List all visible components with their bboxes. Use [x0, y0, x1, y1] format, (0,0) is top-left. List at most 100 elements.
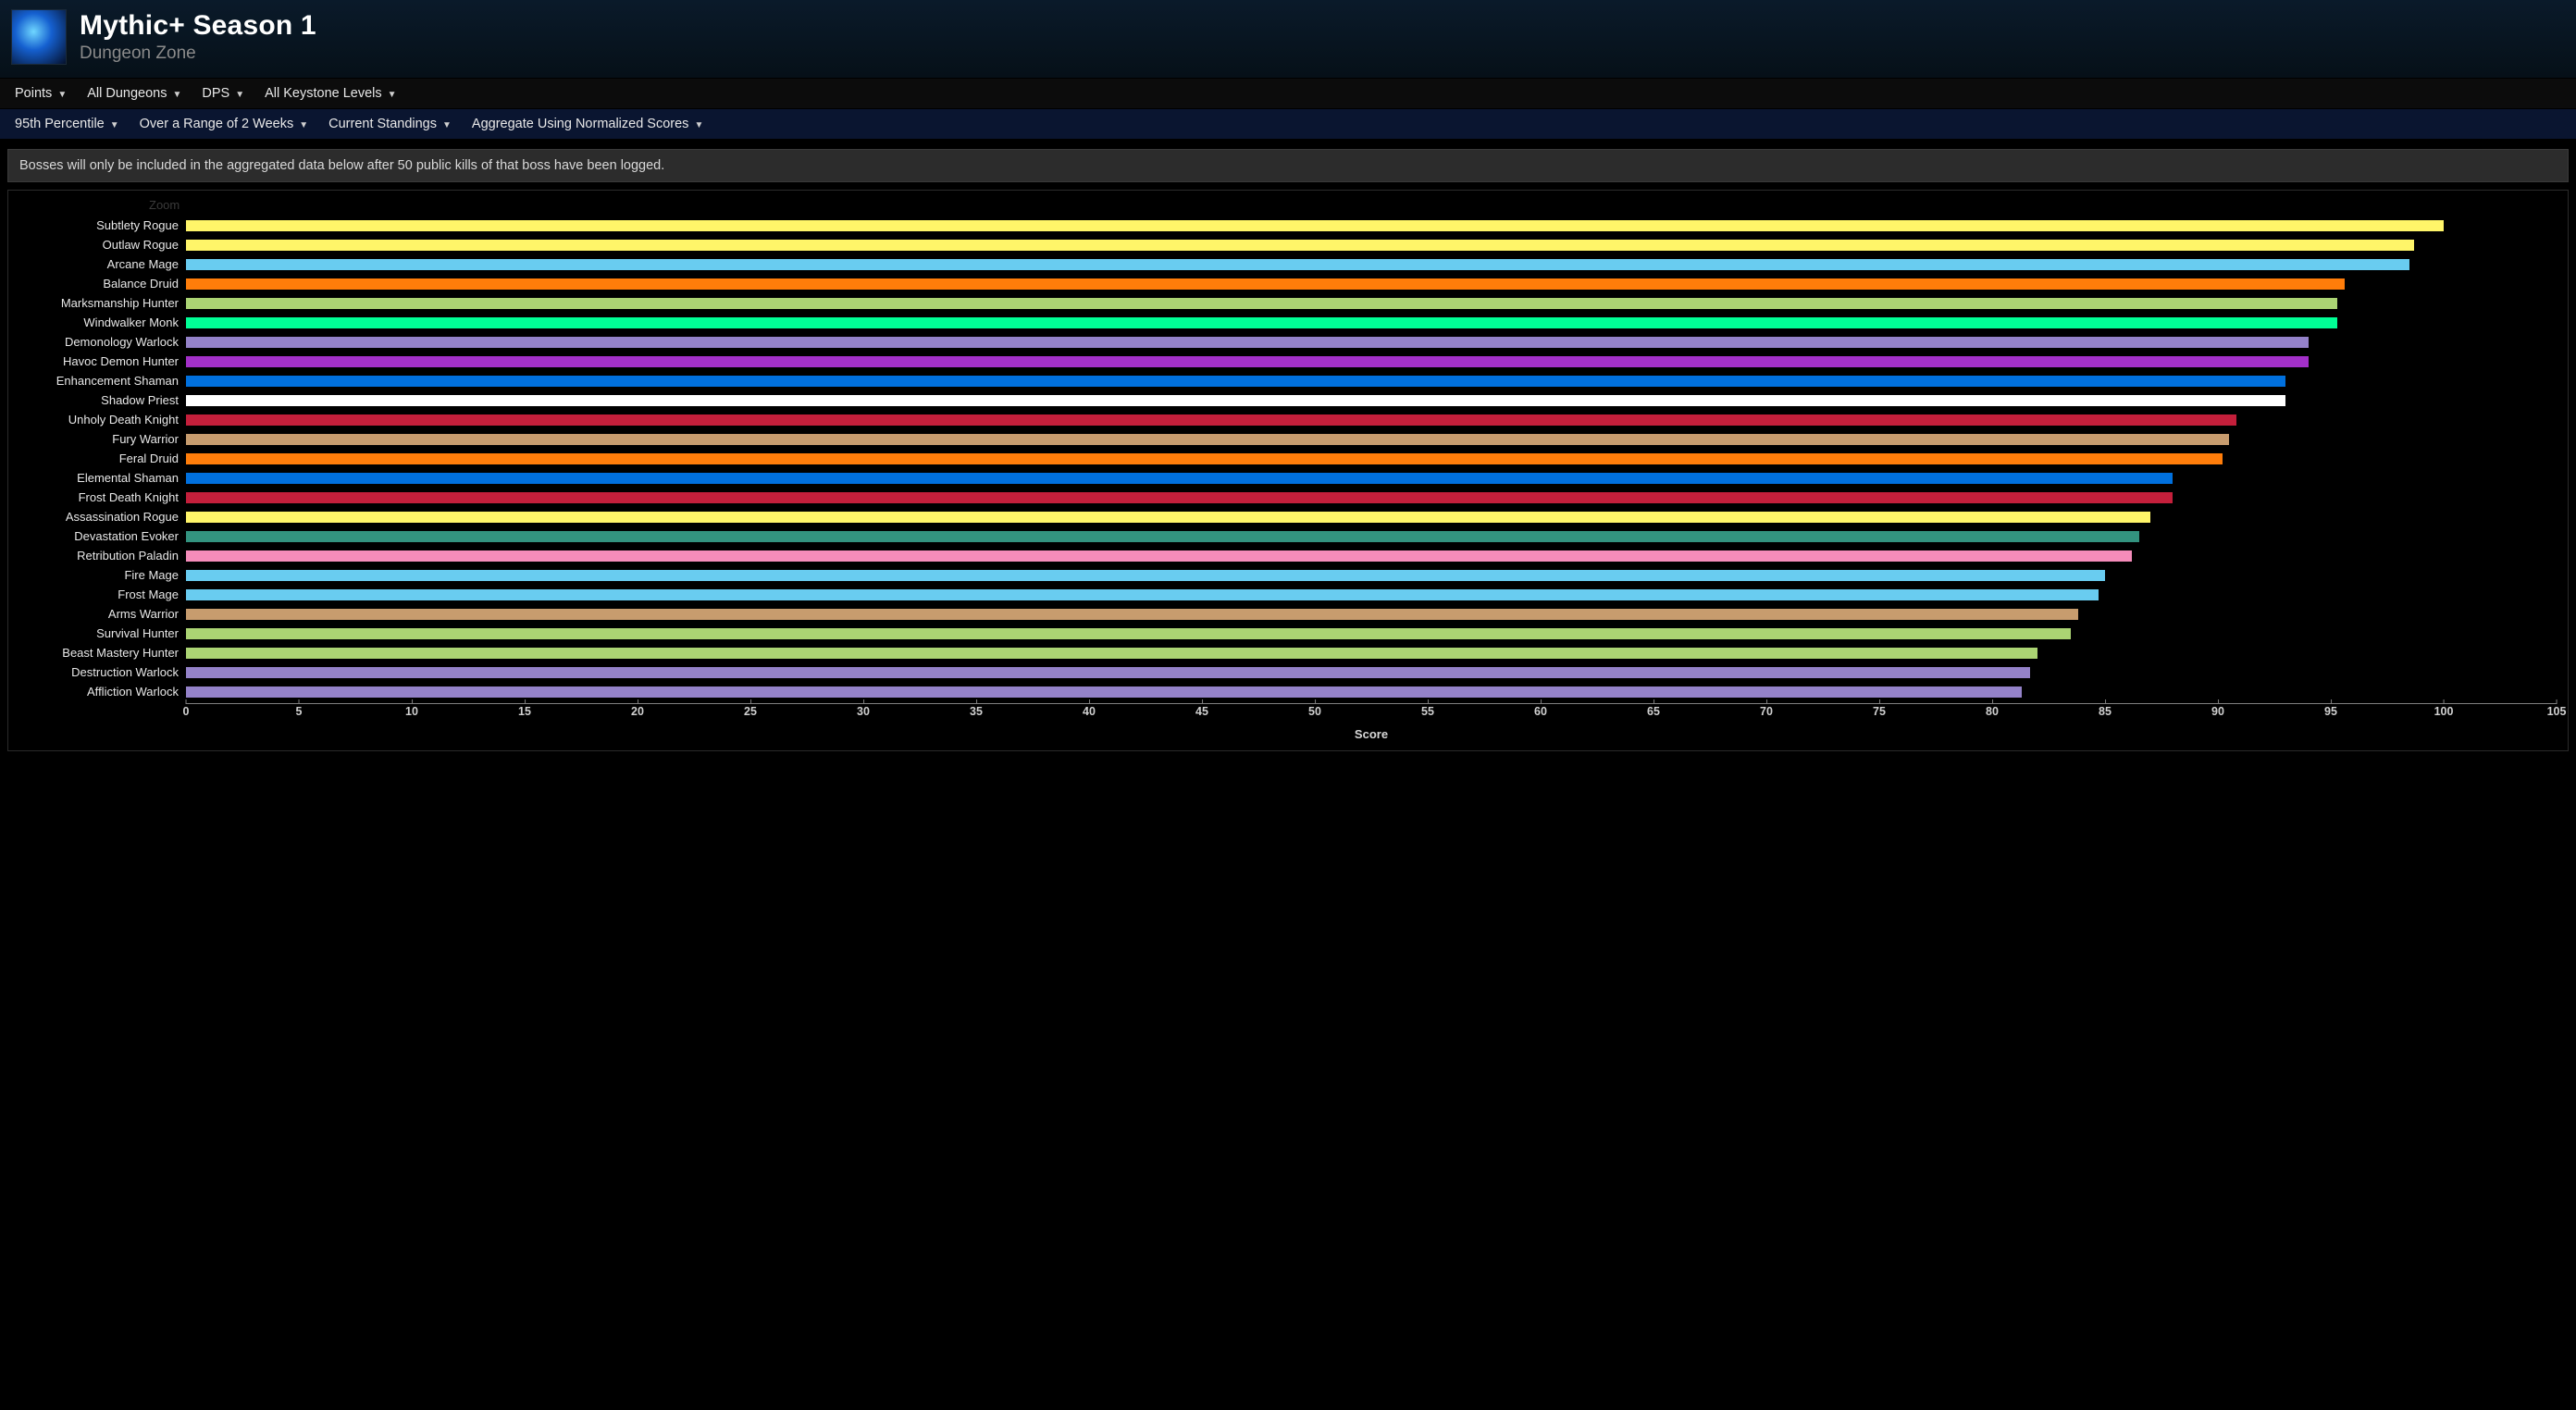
x-axis: 0510152025303540455055606570758085909510…: [186, 705, 2557, 725]
bar[interactable]: [186, 414, 2236, 426]
bar-row: [186, 507, 2557, 526]
x-tick: 95: [2324, 705, 2337, 718]
x-tick: 100: [2434, 705, 2454, 718]
y-axis-label: Survival Hunter: [19, 624, 186, 643]
chevron-down-icon: ▼: [110, 120, 119, 130]
x-tick: 55: [1421, 705, 1434, 718]
notice-banner: Bosses will only be included in the aggr…: [7, 149, 2569, 182]
bar[interactable]: [186, 628, 2071, 639]
filter-label: Current Standings: [328, 117, 437, 131]
bar-row: [186, 643, 2557, 662]
x-tick: 65: [1647, 705, 1660, 718]
bar-row: [186, 682, 2557, 701]
bar[interactable]: [186, 298, 2337, 309]
y-axis-label: Arms Warrior: [19, 604, 186, 624]
y-axis-label: Shadow Priest: [19, 390, 186, 410]
y-axis-label: Elemental Shaman: [19, 468, 186, 488]
page-header: Mythic+ Season 1 Dungeon Zone: [0, 0, 2576, 79]
x-tick: 90: [2211, 705, 2224, 718]
bar[interactable]: [186, 473, 2173, 484]
bar[interactable]: [186, 240, 2414, 251]
chart-panel: Zoom Subtlety RogueOutlaw RogueArcane Ma…: [7, 190, 2569, 751]
bars-container: [186, 216, 2557, 701]
bar-row: [186, 254, 2557, 274]
filter-keystone[interactable]: All Keystone Levels ▼: [265, 86, 396, 101]
filter-label: 95th Percentile: [15, 117, 105, 131]
bar[interactable]: [186, 356, 2309, 367]
bar[interactable]: [186, 648, 2037, 659]
y-axis-label: Havoc Demon Hunter: [19, 352, 186, 371]
y-axis-label: Beast Mastery Hunter: [19, 643, 186, 662]
filter-points[interactable]: Points ▼: [15, 86, 67, 101]
bar[interactable]: [186, 317, 2337, 328]
bar-row: [186, 216, 2557, 235]
y-axis-label: Balance Druid: [19, 274, 186, 293]
y-axis-label: Enhancement Shaman: [19, 371, 186, 390]
y-axis-label: Devastation Evoker: [19, 526, 186, 546]
chevron-down-icon: ▼: [388, 90, 397, 100]
bar[interactable]: [186, 570, 2105, 581]
y-axis-label: Retribution Paladin: [19, 546, 186, 565]
bar-row: [186, 488, 2557, 507]
bar[interactable]: [186, 531, 2139, 542]
page: Mythic+ Season 1 Dungeon Zone Points ▼ A…: [0, 0, 2576, 1410]
x-tick: 85: [2099, 705, 2112, 718]
bar[interactable]: [186, 337, 2309, 348]
bar[interactable]: [186, 686, 2022, 698]
y-axis-label: Fire Mage: [19, 565, 186, 585]
plot-area: 0510152025303540455055606570758085909510…: [186, 216, 2557, 741]
y-axis-label: Subtlety Rogue: [19, 216, 186, 235]
bar[interactable]: [186, 550, 2132, 562]
header-text: Mythic+ Season 1 Dungeon Zone: [80, 10, 316, 64]
bar[interactable]: [186, 395, 2285, 406]
filter-label: DPS: [202, 86, 229, 101]
chevron-down-icon: ▼: [299, 120, 308, 130]
bar[interactable]: [186, 434, 2229, 445]
filter-bar-primary: Points ▼ All Dungeons ▼ DPS ▼ All Keysto…: [0, 79, 2576, 109]
y-axis-label: Assassination Rogue: [19, 507, 186, 526]
bar[interactable]: [186, 278, 2345, 290]
bar[interactable]: [186, 667, 2030, 678]
filter-role[interactable]: DPS ▼: [202, 86, 244, 101]
y-axis-label: Frost Death Knight: [19, 488, 186, 507]
x-tick: 15: [518, 705, 531, 718]
bar-row: [186, 410, 2557, 429]
chevron-down-icon: ▼: [694, 120, 703, 130]
filter-label: Aggregate Using Normalized Scores: [472, 117, 689, 131]
bar-row: [186, 352, 2557, 371]
bar[interactable]: [186, 376, 2285, 387]
bar-row: [186, 585, 2557, 604]
y-axis-label: Windwalker Monk: [19, 313, 186, 332]
filter-standings[interactable]: Current Standings ▼: [328, 117, 452, 131]
bar-row: [186, 274, 2557, 293]
x-tick: 40: [1083, 705, 1096, 718]
bar[interactable]: [186, 220, 2444, 231]
bar[interactable]: [186, 492, 2173, 503]
bar-row: [186, 332, 2557, 352]
bar[interactable]: [186, 609, 2078, 620]
zone-icon: [11, 9, 67, 65]
filter-dungeons[interactable]: All Dungeons ▼: [87, 86, 181, 101]
filter-range[interactable]: Over a Range of 2 Weeks ▼: [140, 117, 308, 131]
bar-row: [186, 390, 2557, 410]
y-axis-label: Fury Warrior: [19, 429, 186, 449]
y-axis-label: Frost Mage: [19, 585, 186, 604]
x-axis-title: Score: [186, 727, 2557, 741]
bar[interactable]: [186, 259, 2409, 270]
bar-row: [186, 604, 2557, 624]
bar-row: [186, 293, 2557, 313]
filter-bar-secondary: 95th Percentile ▼ Over a Range of 2 Week…: [0, 109, 2576, 140]
bar[interactable]: [186, 453, 2223, 464]
bar-row: [186, 662, 2557, 682]
bar-row: [186, 624, 2557, 643]
chevron-down-icon: ▼: [57, 90, 67, 100]
page-title: Mythic+ Season 1: [80, 10, 316, 42]
x-tick: 30: [857, 705, 870, 718]
bar[interactable]: [186, 512, 2150, 523]
filter-label: Over a Range of 2 Weeks: [140, 117, 294, 131]
x-tick: 10: [405, 705, 418, 718]
filter-aggregate[interactable]: Aggregate Using Normalized Scores ▼: [472, 117, 703, 131]
filter-percentile[interactable]: 95th Percentile ▼: [15, 117, 119, 131]
x-tick: 105: [2547, 705, 2567, 718]
bar[interactable]: [186, 589, 2099, 600]
